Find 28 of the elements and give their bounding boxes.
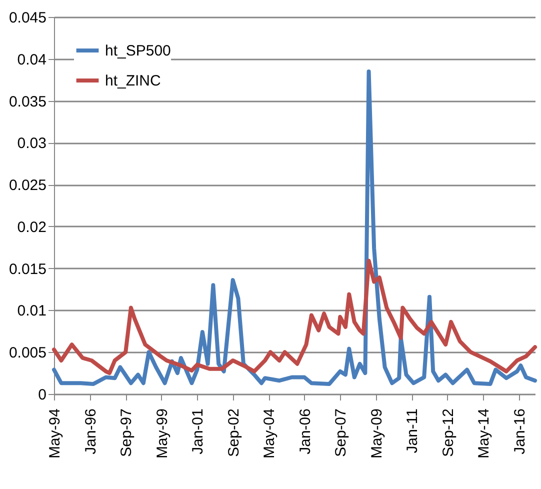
x-tick-label: Jan-01: [190, 408, 207, 454]
y-tick-label: 0.005: [8, 344, 46, 362]
line-series: [52, 258, 537, 376]
line-series: [52, 69, 537, 386]
x-tick-label: Jan-96: [82, 408, 100, 454]
legend-label: ht_SP500: [105, 42, 171, 60]
y-tick-label: 0.02: [17, 218, 46, 236]
x-tick-label: May-14: [476, 408, 493, 459]
x-tick-label: Jan-16: [511, 408, 528, 454]
x-tick-label: May-94: [46, 408, 64, 459]
y-tick-label: 0.025: [8, 177, 46, 194]
y-tick-label: 0.045: [8, 10, 46, 26]
y-tick-label: 0.03: [17, 135, 46, 152]
y-tick-label: 0.035: [8, 93, 46, 110]
x-tick-label: Jan-11: [404, 408, 422, 454]
x-tick-label: May-09: [368, 408, 386, 459]
legend-label: ht_ZINC: [105, 72, 162, 90]
x-tick-label: Sep-97: [118, 408, 136, 457]
y-tick-label: 0: [38, 386, 46, 404]
x-tick-label: Sep-07: [332, 408, 350, 457]
x-tick-label: May-99: [154, 408, 171, 459]
x-tick-label: Sep-12: [440, 408, 457, 457]
x-tick-label: Sep-02: [225, 408, 242, 457]
y-tick-label: 0.015: [8, 260, 46, 278]
x-tick-label: Jan-06: [296, 408, 314, 454]
y-tick-label: 0.01: [17, 302, 46, 320]
y-tick-label: 0.04: [17, 51, 46, 68]
x-tick-label: May-04: [261, 408, 278, 459]
